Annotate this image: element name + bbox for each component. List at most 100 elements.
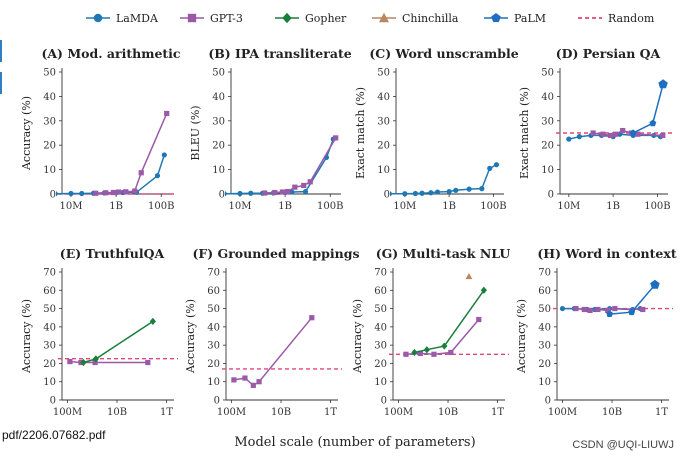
panel-title: (G) Multi-task NLU bbox=[376, 246, 511, 261]
data-point bbox=[333, 135, 339, 141]
panel-e-truthfulqa: (E) TruthfulQA 0 10 20 30 40 50 60 70 100M 10B 1T Ac… bbox=[20, 246, 178, 418]
y-tick-label: 0 bbox=[545, 396, 551, 407]
y-tick-label: 20 bbox=[43, 141, 56, 152]
data-point bbox=[658, 79, 668, 89]
data-point bbox=[441, 342, 448, 350]
data-point bbox=[412, 190, 418, 197]
data-point bbox=[446, 188, 452, 195]
series-gpt-3 bbox=[573, 305, 646, 313]
left-edge-accent bbox=[0, 40, 2, 62]
y-tick-label: 0 bbox=[50, 190, 56, 201]
y-tick-label: 20 bbox=[541, 141, 554, 152]
data-point bbox=[80, 358, 87, 367]
y-tick-label: 60 bbox=[207, 286, 220, 297]
data-point bbox=[92, 359, 98, 366]
y-tick-label: 60 bbox=[374, 286, 387, 297]
y-axis-label: BLEU (%) bbox=[189, 105, 202, 160]
data-point bbox=[285, 188, 291, 195]
data-point bbox=[145, 359, 151, 366]
x-tick-label: 100B bbox=[480, 201, 506, 212]
y-axis-label: Accuracy (%) bbox=[184, 299, 197, 374]
data-point bbox=[237, 190, 243, 197]
panel-title: (B) IPA transliterate bbox=[208, 46, 351, 61]
data-point bbox=[576, 134, 582, 140]
series-gpt-3 bbox=[93, 110, 170, 196]
series-group bbox=[231, 315, 315, 388]
series-chinchilla bbox=[465, 272, 473, 280]
x-tick-label: 1B bbox=[442, 201, 456, 212]
data-point bbox=[434, 189, 441, 195]
series-line bbox=[56, 154, 166, 195]
legend-label: Random bbox=[608, 12, 655, 25]
series-line bbox=[69, 360, 148, 364]
y-tick-label: 10 bbox=[541, 165, 554, 176]
x-tick-label: 100B bbox=[148, 201, 174, 212]
x-tick-label: 10B bbox=[107, 407, 127, 418]
series-line bbox=[83, 320, 154, 364]
data-point bbox=[292, 184, 298, 190]
data-point bbox=[620, 127, 626, 134]
panel-h-word-in-context: (H) Word in context 0 10 20 30 40 50 60 70 100M 10… bbox=[515, 246, 677, 418]
series-palm bbox=[629, 79, 668, 136]
watermark: CSDN @UQI-LIUWJ bbox=[572, 439, 674, 451]
left-edge-accent bbox=[0, 72, 2, 94]
data-point bbox=[56, 191, 58, 197]
data-point bbox=[600, 131, 606, 137]
series-group bbox=[390, 162, 500, 197]
legend-entry-lamda: LaMDA bbox=[86, 12, 159, 25]
x-tick-label: 1T bbox=[160, 407, 173, 418]
data-point bbox=[431, 351, 437, 357]
series-line bbox=[264, 137, 337, 194]
panel-b-ipa-transliterate: (B) IPA transliterate 0 10 20 30 40 50 10M 1B 100… bbox=[189, 46, 352, 212]
y-tick-label: 40 bbox=[374, 322, 387, 333]
y-axis-label: Accuracy (%) bbox=[20, 299, 33, 374]
y-tick-label: 30 bbox=[374, 341, 387, 352]
series-line bbox=[414, 289, 485, 354]
data-point bbox=[110, 189, 117, 196]
y-axis-label: Exact match (%) bbox=[518, 87, 531, 179]
data-point bbox=[629, 129, 637, 136]
y-axis-label: Accuracy (%) bbox=[20, 96, 33, 171]
data-point bbox=[231, 377, 237, 383]
legend-label: LaMDA bbox=[116, 12, 159, 25]
y-tick-label: 50 bbox=[212, 68, 225, 79]
panel-d-persian-qa: (D) Persian QA 0 10 20 30 40 50 10M 1B 100B Exact … bbox=[518, 46, 672, 212]
legend-marker bbox=[491, 13, 501, 22]
shared-x-axis-label: Model scale (number of parameters) bbox=[234, 435, 475, 450]
x-tick-label: 10B bbox=[438, 407, 458, 418]
y-tick-label: 0 bbox=[219, 190, 225, 201]
legend-entry-palm: PaLM bbox=[484, 12, 546, 25]
data-point bbox=[164, 110, 170, 117]
data-point bbox=[640, 306, 646, 313]
x-tick-label: 100B bbox=[317, 201, 343, 212]
data-point bbox=[566, 136, 572, 142]
series-gopher bbox=[80, 317, 156, 367]
y-tick-label: 50 bbox=[43, 304, 56, 315]
data-point bbox=[448, 349, 454, 356]
data-point bbox=[103, 190, 109, 196]
panel-a-mod-arithmetic: (A) Mod. arithmetic 0 10 20 30 40 50 10M 1B 100B A… bbox=[20, 46, 181, 212]
series-group bbox=[56, 110, 170, 197]
data-point bbox=[242, 375, 248, 381]
y-tick-label: 30 bbox=[207, 341, 220, 352]
panel-f-grounded-mappings: (F) Grounded mappings 0 10 20 30 40 50 60 70 100M… bbox=[184, 246, 360, 418]
y-tick-label: 30 bbox=[43, 116, 56, 127]
series-group bbox=[225, 135, 339, 197]
panel-title: (C) Word unscramble bbox=[369, 46, 518, 61]
data-point bbox=[161, 152, 167, 158]
data-point bbox=[476, 316, 482, 323]
series-lamda bbox=[390, 162, 500, 197]
data-point bbox=[116, 189, 122, 195]
series-group bbox=[67, 317, 156, 367]
data-point bbox=[68, 190, 74, 197]
data-point bbox=[138, 170, 144, 176]
panel-title: (A) Mod. arithmetic bbox=[41, 46, 180, 61]
y-tick-label: 20 bbox=[538, 359, 551, 370]
data-point bbox=[92, 355, 99, 363]
data-point bbox=[248, 190, 254, 196]
series-group bbox=[403, 272, 487, 357]
y-tick-label: 30 bbox=[541, 116, 554, 127]
y-tick-label: 30 bbox=[538, 341, 551, 352]
data-point bbox=[635, 131, 641, 137]
